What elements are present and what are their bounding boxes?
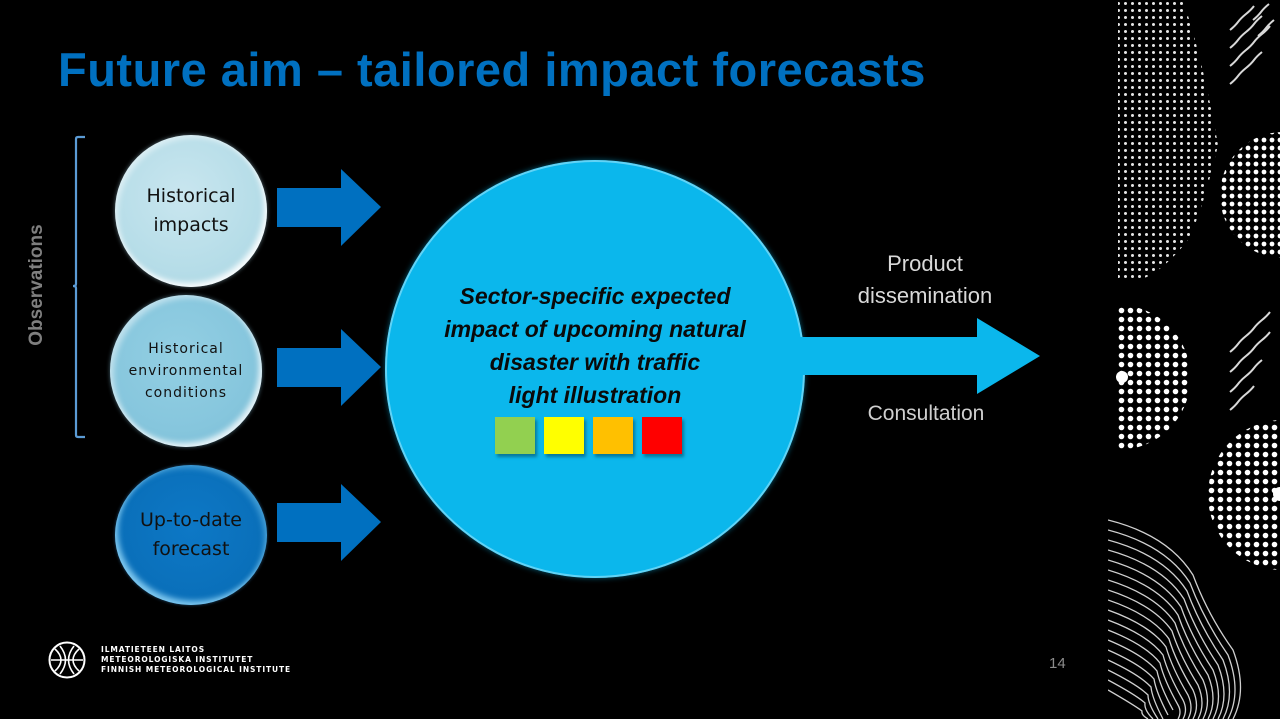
logo-line: METEOROLOGISKA INSTITUTET: [101, 655, 254, 664]
product-dissemination-label: Product dissemination: [820, 248, 1030, 312]
central-impact-text: Sector-specific expected impact of upcom…: [395, 280, 795, 412]
logo-line: ILMATIETEEN LAITOS: [101, 645, 206, 654]
consultation-label: Consultation: [867, 402, 985, 425]
decorative-pattern-panel: [1108, 0, 1280, 719]
wave-lines: [1108, 519, 1242, 719]
logo-line: FINNISH METEOROLOGICAL INSTITUTE: [101, 665, 292, 674]
traffic-light-green: [495, 417, 535, 454]
traffic-light-yellow: [544, 417, 584, 454]
central-text-line: light illustration: [508, 382, 682, 408]
input-label-line: environmental: [128, 363, 244, 379]
arrow-right-icon: [277, 484, 381, 561]
central-text-line: impact of upcoming natural: [444, 316, 746, 342]
input-label-line: conditions: [144, 385, 227, 401]
traffic-light-orange: [593, 417, 633, 454]
traffic-light-red: [642, 417, 682, 454]
traffic-light-scale: [495, 417, 682, 454]
input-label-line: forecast: [152, 538, 230, 560]
input-circle-up-to-date-forecast: Up-to-date forecast: [115, 465, 267, 605]
output-label-line: Product: [887, 251, 963, 276]
input-label-line: Historical: [146, 185, 236, 207]
dot-pattern-shape: [1118, 0, 1218, 282]
observations-label: Observations: [26, 224, 47, 346]
arrow-right-icon: [277, 329, 381, 406]
input-label-line: Up-to-date: [140, 509, 242, 531]
slide-title: Future aim – tailored impact forecasts: [58, 43, 926, 96]
observations-bracket: [72, 135, 85, 439]
input-circle-historical-impacts: Historical impacts: [115, 135, 267, 287]
central-impact-circle: [385, 160, 805, 578]
arrow-right-icon: [277, 169, 381, 246]
output-label-line: dissemination: [857, 283, 993, 308]
fmi-logo-icon: [48, 641, 86, 679]
page-number: 14: [1049, 655, 1066, 672]
fmi-logo-text: ILMATIETEEN LAITOS METEOROLOGISKA INSTIT…: [101, 645, 291, 675]
input-circle-historical-environmental-conditions: Historical environmental conditions: [110, 295, 262, 447]
fmi-logo: ILMATIETEEN LAITOS METEOROLOGISKA INSTIT…: [45, 641, 291, 679]
central-text-line: Sector-specific expected: [459, 283, 731, 309]
input-label-line: Historical: [148, 341, 224, 357]
output-arrow-icon: [795, 318, 1040, 394]
input-label-line: impacts: [153, 214, 229, 236]
squiggle-lines: [1229, 3, 1275, 85]
central-text-line: disaster with traffic: [489, 349, 701, 375]
